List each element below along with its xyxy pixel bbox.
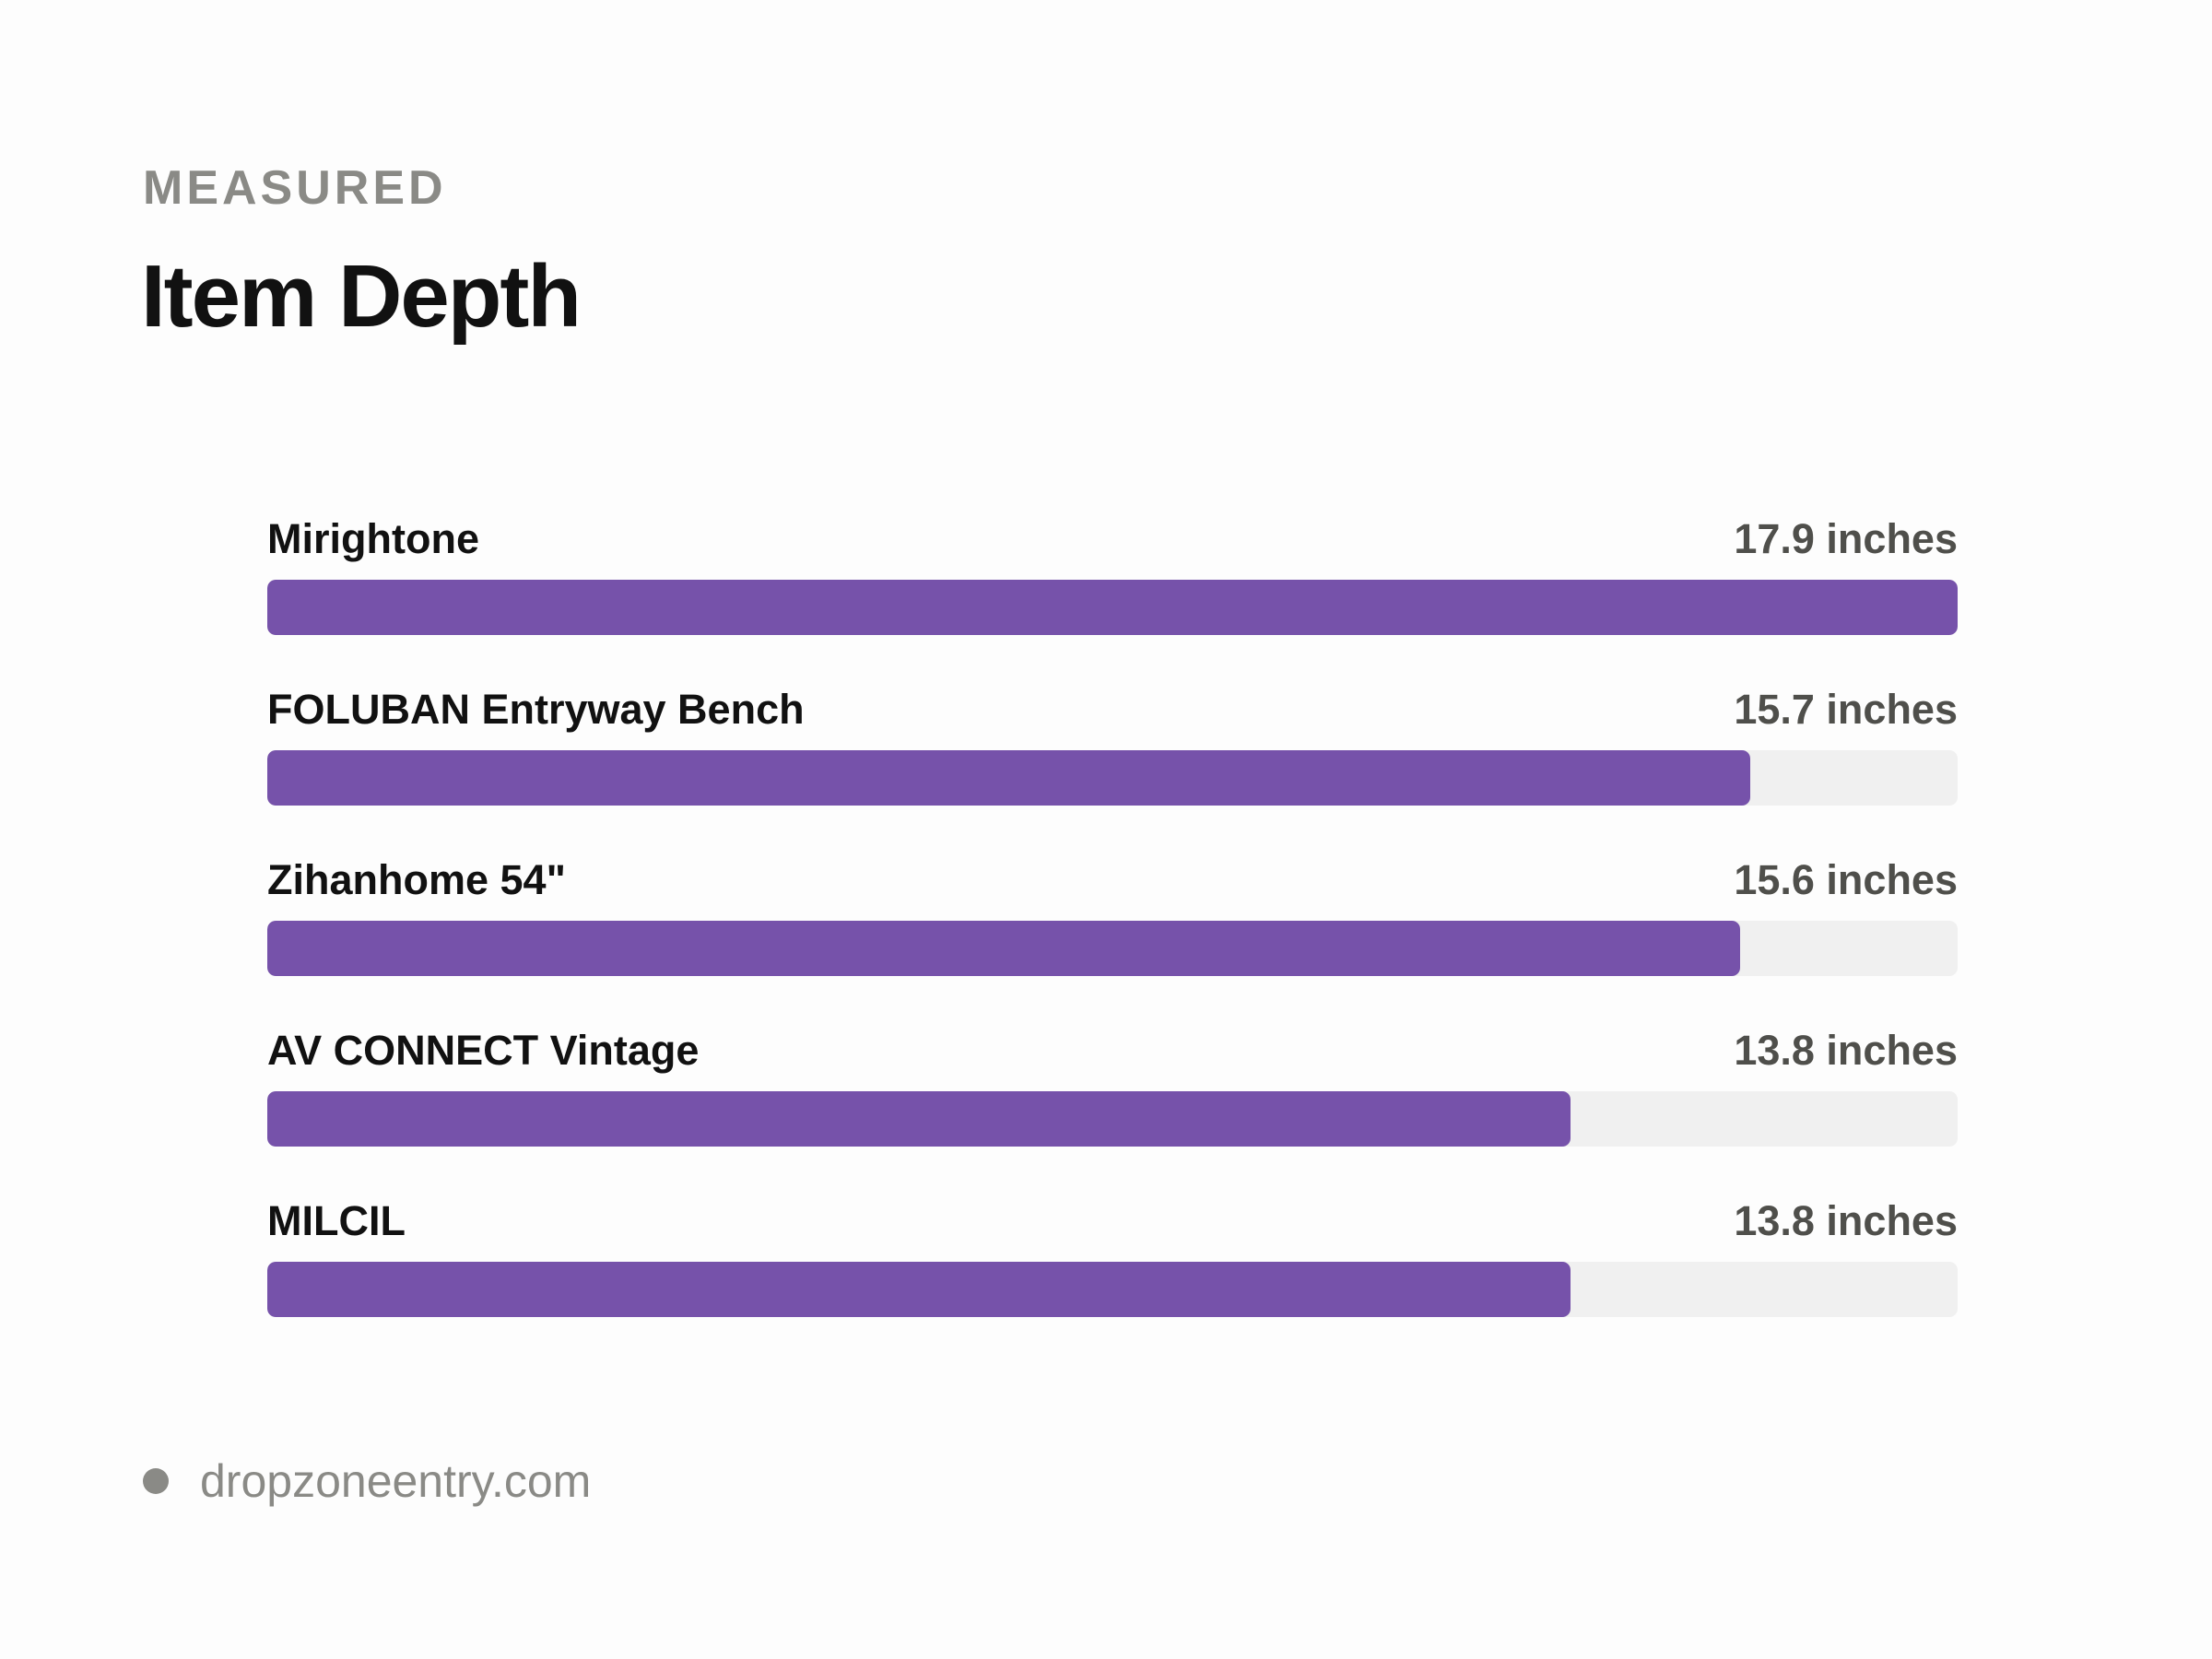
bar (267, 580, 1958, 635)
bar-row-header: Zihanhome 54" 15.6 inches (267, 853, 1958, 900)
bar (267, 750, 1750, 806)
bar-row-header: MILCIL 13.8 inches (267, 1194, 1958, 1241)
bar-track (267, 921, 1958, 976)
bar-row-header: Mirightone 17.9 inches (267, 512, 1958, 559)
bar-value-label: 13.8 inches (1734, 1027, 1958, 1074)
bar-row: Zihanhome 54" 15.6 inches (267, 853, 1958, 1023)
bar-row: Mirightone 17.9 inches (267, 512, 1958, 682)
bar (267, 1091, 1571, 1147)
bar-label: FOLUBAN Entryway Bench (267, 686, 805, 733)
bar (267, 1262, 1571, 1317)
footer: dropzoneentry.com (143, 1458, 591, 1504)
bar-track (267, 750, 1958, 806)
bar-track (267, 1091, 1958, 1147)
chart-title: Item Depth (141, 247, 582, 346)
bar-label: Mirightone (267, 515, 479, 562)
bar-row: MILCIL 13.8 inches (267, 1194, 1958, 1364)
bar-chart: Mirightone 17.9 inches FOLUBAN Entryway Be… (267, 512, 1958, 1364)
source-label: dropzoneentry.com (200, 1455, 592, 1507)
bar-row: AV CONNECT Vintage 13.8 inches (267, 1023, 1958, 1194)
bar-value-label: 17.9 inches (1734, 515, 1958, 562)
bar-label: Zihanhome 54" (267, 856, 566, 903)
bar-value-label: 13.8 inches (1734, 1197, 1958, 1244)
bar-value-label: 15.7 inches (1734, 686, 1958, 733)
bar-track (267, 1262, 1958, 1317)
bar-row-header: AV CONNECT Vintage 13.8 inches (267, 1023, 1958, 1071)
bar (267, 921, 1741, 976)
bar-track (267, 580, 1958, 635)
bar-row-header: FOLUBAN Entryway Bench 15.7 inches (267, 682, 1958, 730)
chart-eyebrow: MEASURED (143, 161, 447, 215)
bar-value-label: 15.6 inches (1734, 856, 1958, 903)
dot-icon (143, 1468, 169, 1494)
bar-label: AV CONNECT Vintage (267, 1027, 700, 1074)
bar-label: MILCIL (267, 1197, 406, 1244)
bar-row: FOLUBAN Entryway Bench 15.7 inches (267, 682, 1958, 853)
